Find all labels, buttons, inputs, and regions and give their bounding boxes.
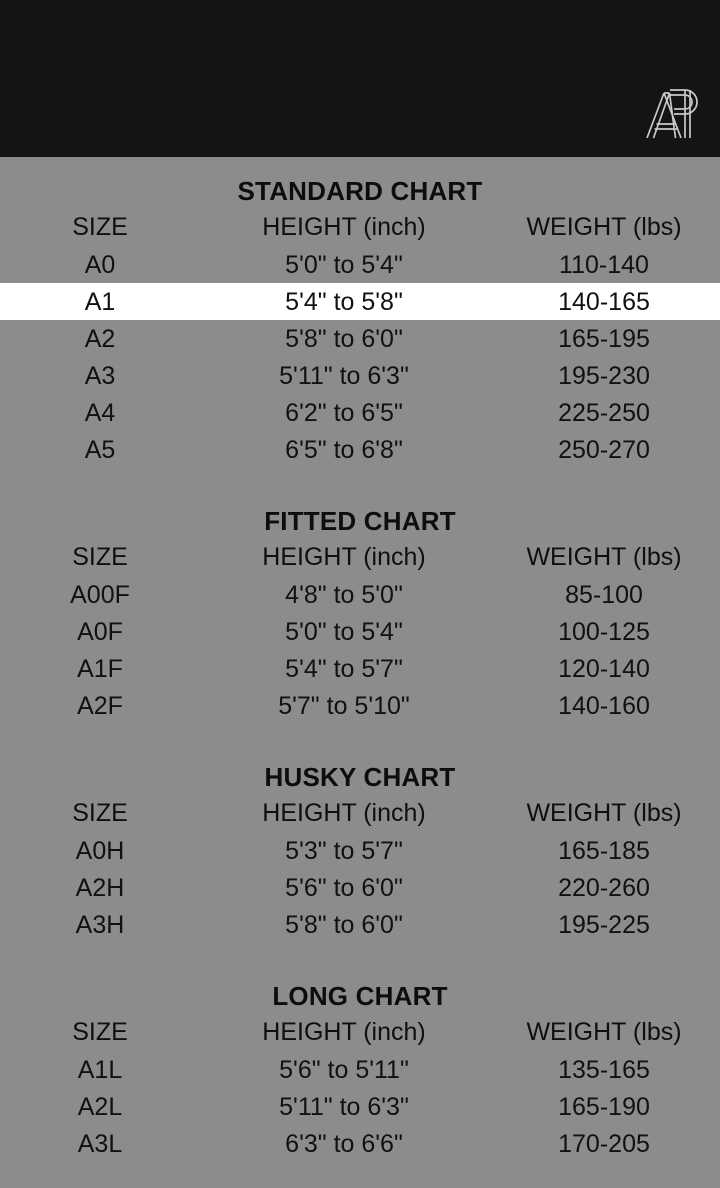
table-row: A1F 5'4" to 5'7" 120-140 (0, 650, 720, 687)
cell-height: 5'4" to 5'7" (285, 654, 403, 683)
cell-size: A5 (84, 435, 116, 464)
cell-height: 5'6" to 5'11" (279, 1055, 409, 1084)
column-header-size: SIZE (72, 213, 128, 241)
table-row: A0 5'0" to 5'4" 110-140 (0, 246, 720, 283)
cell-weight: 220-260 (558, 873, 650, 902)
cell-size: A3L (77, 1129, 123, 1158)
cell-size: A0F (77, 617, 123, 646)
chart-section: STANDARD CHART SIZE HEIGHT (inch) WEIGHT (l… (0, 175, 720, 468)
cell-weight: 165-185 (558, 836, 650, 865)
cell-height: 6'3" to 6'6" (285, 1129, 403, 1158)
cell-weight: 140-165 (558, 287, 650, 316)
table-row: A4 6'2" to 6'5" 225-250 (0, 394, 720, 431)
size-chart-body: STANDARD CHART SIZE HEIGHT (inch) WEIGHT (l… (0, 157, 720, 1162)
cell-height: 5'0" to 5'4" (285, 617, 403, 646)
cell-size: A0 (84, 250, 116, 279)
cell-weight: 225-250 (558, 398, 650, 427)
table-header-row: SIZE HEIGHT (inch) WEIGHT (lbs) (0, 538, 720, 576)
cell-height: 5'8" to 6'0" (285, 910, 403, 939)
table-row: A0F 5'0" to 5'4" 100-125 (0, 613, 720, 650)
column-header-weight: WEIGHT (lbs) (526, 1018, 682, 1046)
cell-height: 5'0" to 5'4" (285, 250, 403, 279)
table-row: A2L 5'11" to 6'3" 165-190 (0, 1088, 720, 1125)
cell-weight: 195-230 (558, 361, 650, 390)
section-title: FITTED CHART (264, 506, 456, 536)
cell-height: 6'5" to 6'8" (285, 435, 403, 464)
cell-height: 5'4" to 5'8" (285, 287, 403, 316)
chart-section: LONG CHART SIZE HEIGHT (inch) WEIGHT (lbs) A… (0, 980, 720, 1162)
table-header-row: SIZE HEIGHT (inch) WEIGHT (lbs) (0, 794, 720, 832)
cell-weight: 110-140 (559, 250, 649, 279)
cell-size: A3H (75, 910, 125, 939)
table-header-row: SIZE HEIGHT (inch) WEIGHT (lbs) (0, 1013, 720, 1051)
cell-size: A0H (75, 836, 125, 865)
brand-header-bar (0, 0, 720, 157)
column-header-height: HEIGHT (inch) (262, 799, 426, 827)
cell-weight: 195-225 (558, 910, 650, 939)
column-header-height: HEIGHT (inch) (262, 213, 426, 241)
column-header-size: SIZE (72, 1018, 128, 1046)
cell-weight: 165-195 (558, 324, 650, 353)
table-row: A1L 5'6" to 5'11" 135-165 (0, 1051, 720, 1088)
cell-size: A1 (84, 287, 116, 316)
cell-height: 5'11" to 6'3" (279, 361, 409, 390)
column-header-height: HEIGHT (inch) (262, 543, 426, 571)
section-title: STANDARD CHART (237, 176, 483, 206)
chart-section: FITTED CHART SIZE HEIGHT (inch) WEIGHT (lbs… (0, 505, 720, 724)
column-header-size: SIZE (72, 543, 128, 571)
chart-section: HUSKY CHART SIZE HEIGHT (inch) WEIGHT (lbs)… (0, 761, 720, 943)
cell-size: A2 (84, 324, 116, 353)
cell-height: 6'2" to 6'5" (285, 398, 403, 427)
cell-size: A1F (77, 654, 123, 683)
cell-weight: 165-190 (558, 1092, 650, 1121)
column-header-height: HEIGHT (inch) (262, 1018, 426, 1046)
table-row: A2H 5'6" to 6'0" 220-260 (0, 869, 720, 906)
cell-weight: 135-165 (558, 1055, 650, 1084)
table-row: A5 6'5" to 6'8" 250-270 (0, 431, 720, 468)
table-header-row: SIZE HEIGHT (inch) WEIGHT (lbs) (0, 208, 720, 246)
table-row: A3 5'11" to 6'3" 195-230 (0, 357, 720, 394)
cell-size: A4 (84, 398, 116, 427)
cell-weight: 170-205 (558, 1129, 650, 1158)
cell-size: A2H (75, 873, 125, 902)
column-header-weight: WEIGHT (lbs) (526, 213, 682, 241)
cell-weight: 250-270 (558, 435, 650, 464)
cell-size: A1L (77, 1055, 123, 1084)
table-row: A0H 5'3" to 5'7" 165-185 (0, 832, 720, 869)
table-row: A3L 6'3" to 6'6" 170-205 (0, 1125, 720, 1162)
section-title: HUSKY CHART (264, 762, 456, 792)
cell-size: A3 (84, 361, 116, 390)
column-header-size: SIZE (72, 799, 128, 827)
cell-size: A00F (70, 580, 130, 609)
cell-weight: 85-100 (565, 580, 643, 609)
cell-height: 5'8" to 6'0" (285, 324, 403, 353)
cell-height: 5'11" to 6'3" (279, 1092, 409, 1121)
cell-size: A2F (77, 691, 123, 720)
table-row: A2 5'8" to 6'0" 165-195 (0, 320, 720, 357)
cell-weight: 120-140 (558, 654, 650, 683)
cell-height: 5'6" to 6'0" (285, 873, 403, 902)
column-header-weight: WEIGHT (lbs) (526, 799, 682, 827)
column-header-weight: WEIGHT (lbs) (526, 543, 682, 571)
cell-height: 5'7" to 5'10" (278, 691, 410, 720)
cell-size: A2L (77, 1092, 123, 1121)
table-row: A00F 4'8" to 5'0" 85-100 (0, 576, 720, 613)
cell-weight: 100-125 (558, 617, 650, 646)
ap-monogram-logo (646, 89, 698, 139)
cell-height: 4'8" to 5'0" (285, 580, 403, 609)
table-row: A2F 5'7" to 5'10" 140-160 (0, 687, 720, 724)
cell-height: 5'3" to 5'7" (285, 836, 403, 865)
table-row: A3H 5'8" to 6'0" 195-225 (0, 906, 720, 943)
section-title: LONG CHART (272, 981, 448, 1011)
cell-weight: 140-160 (558, 691, 650, 720)
table-row: A1 5'4" to 5'8" 140-165 (0, 283, 720, 320)
